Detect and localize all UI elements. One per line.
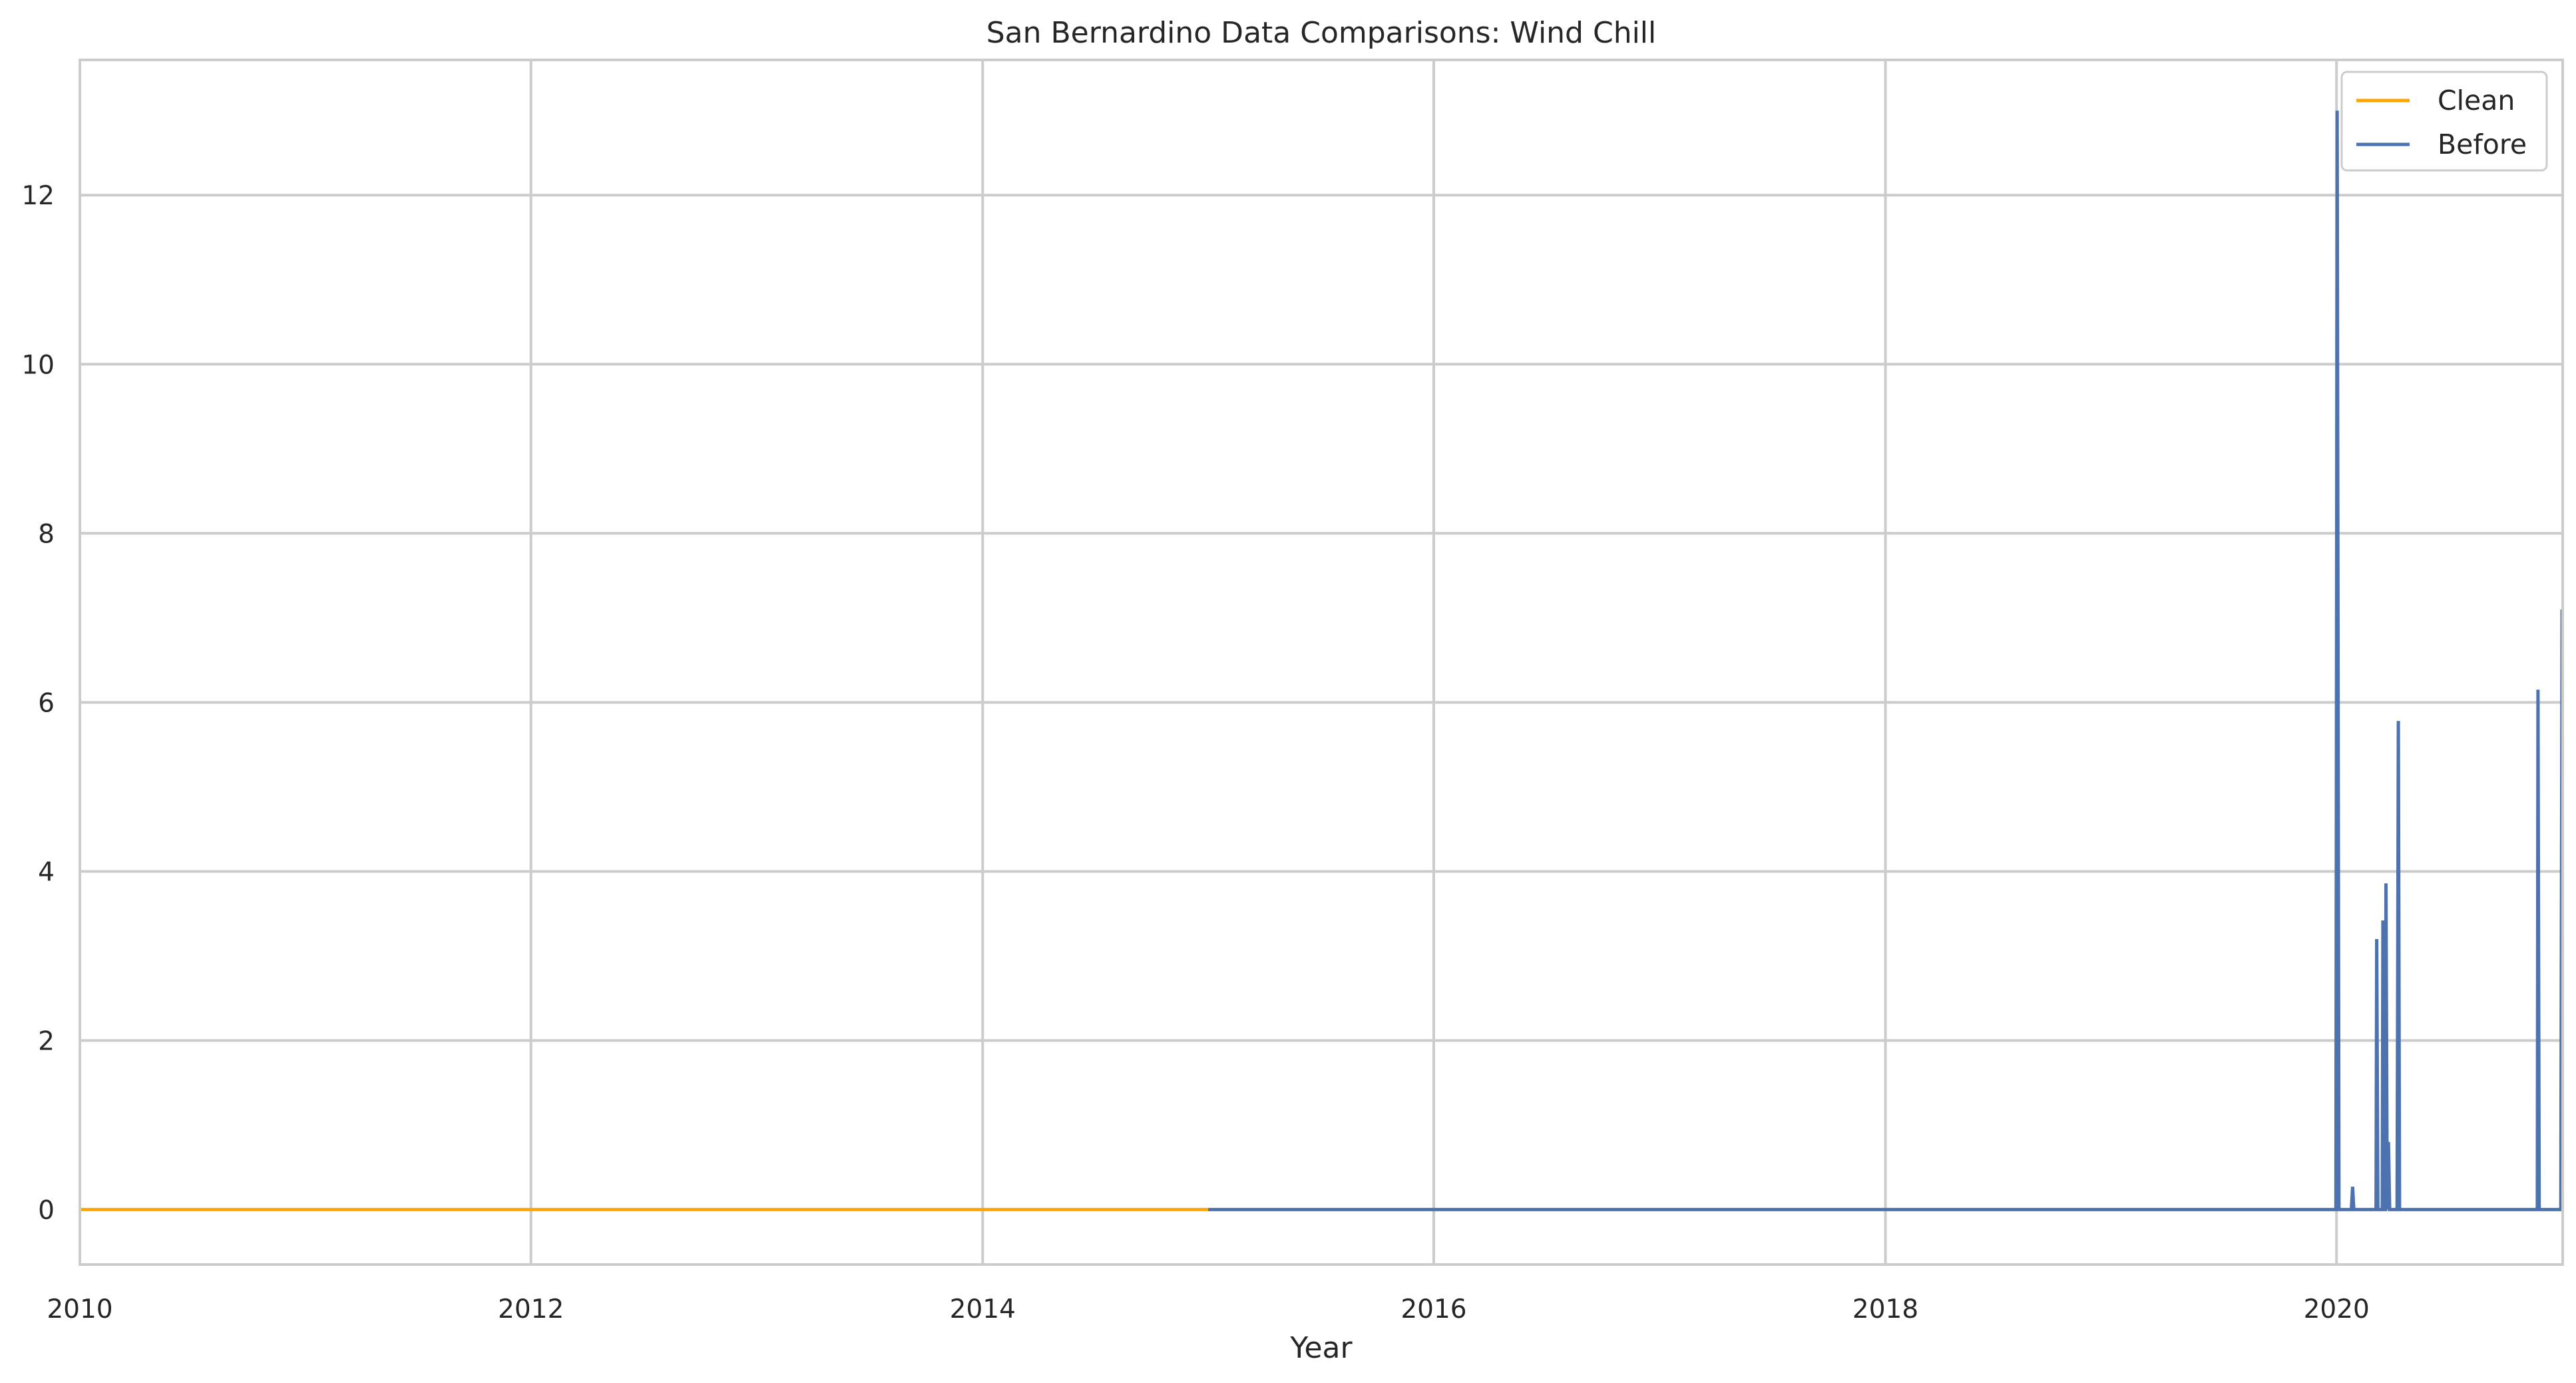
legend: Clean Before: [2340, 71, 2548, 172]
y-tick-label: 6: [38, 688, 55, 718]
legend-label-clean: Clean: [2438, 85, 2515, 116]
x-tick-labels: 2010 2012 2014 2016 2018 2020: [47, 1294, 2369, 1324]
y-tick-label: 10: [21, 350, 55, 380]
x-tick-label: 2014: [950, 1294, 1016, 1324]
plot-background: [80, 60, 2563, 1265]
y-tick-label: 0: [38, 1195, 55, 1225]
y-tick-label: 4: [38, 857, 55, 887]
series-line-before: [1208, 110, 2564, 1211]
series-layer: [80, 110, 2564, 1211]
plot-frame: [79, 59, 2564, 1266]
chart-title: San Bernardino Data Comparisons: Wind Ch…: [986, 16, 1657, 50]
y-tick-label: 12: [21, 181, 55, 211]
x-tick-label: 2010: [47, 1294, 112, 1324]
x-axis-title: Year: [1289, 1331, 1353, 1365]
y-tick-label: 2: [38, 1026, 55, 1056]
y-tick-label: 8: [38, 519, 55, 549]
x-tick-label: 2016: [1400, 1294, 1466, 1324]
legend-label-before: Before: [2438, 128, 2527, 160]
x-tick-label: 2012: [498, 1294, 564, 1324]
x-tick-label: 2018: [1852, 1294, 1918, 1324]
y-tick-labels: 0 2 4 6 8 10 12: [21, 181, 55, 1225]
x-tick-label: 2020: [2304, 1294, 2370, 1324]
